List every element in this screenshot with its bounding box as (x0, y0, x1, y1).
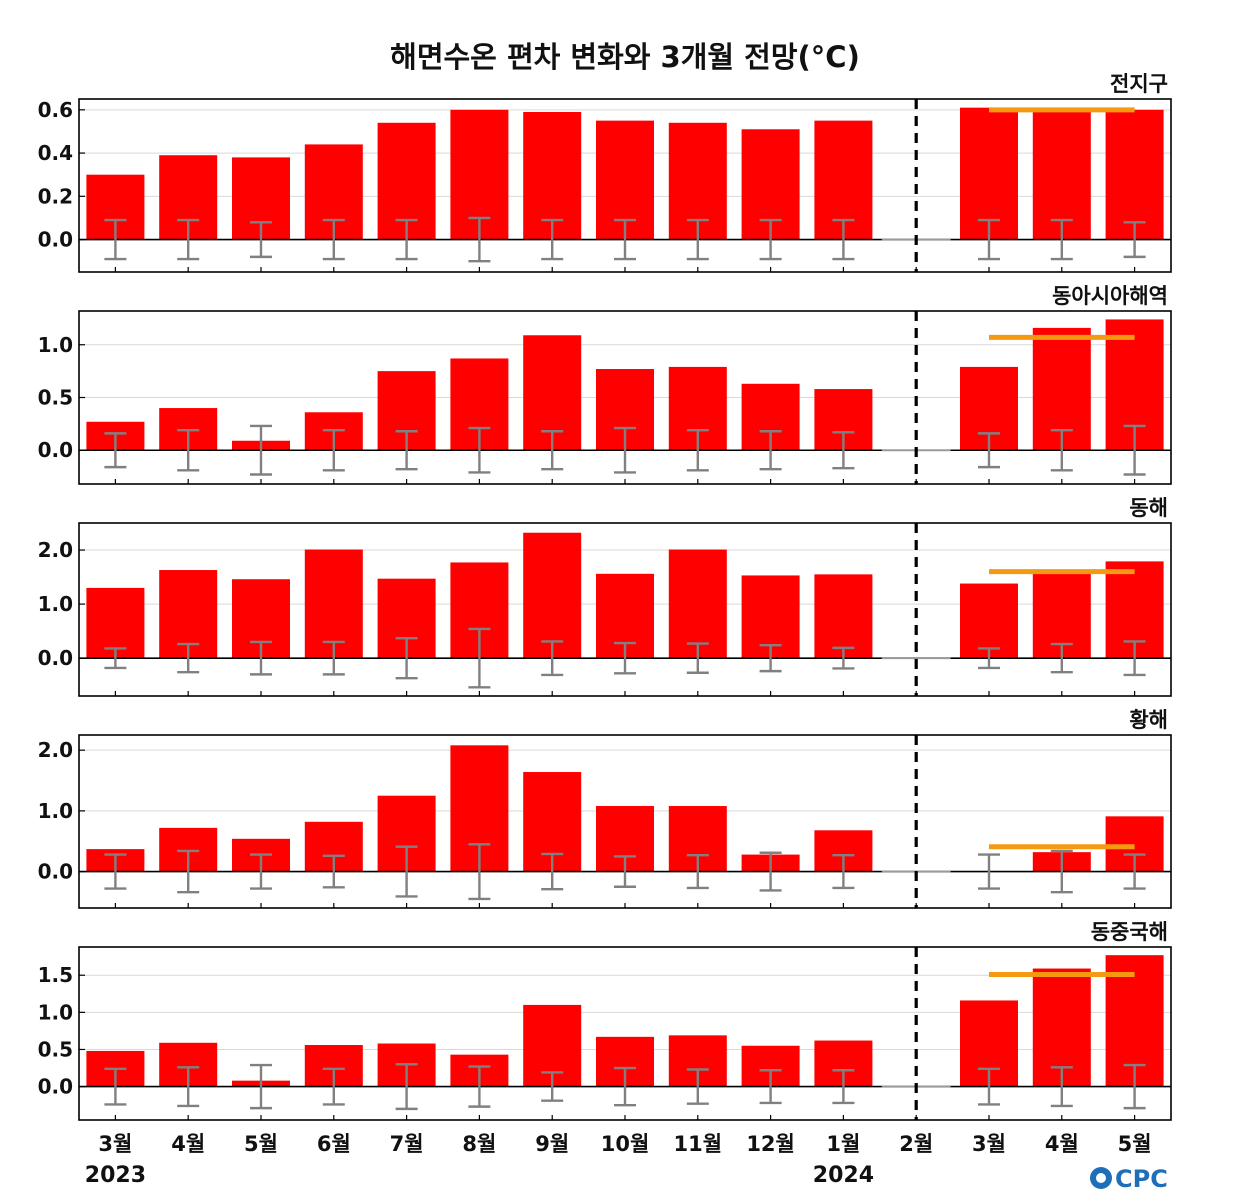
cpc-logo: CPC (1090, 1165, 1168, 1193)
panel-2: 0.0 0.5 1.0 동아시아해역 (38, 284, 1172, 485)
y-tick-label: 0.5 (38, 386, 73, 410)
bar (86, 587, 145, 659)
y-tick-label: 1.5 (38, 963, 73, 987)
x-tick-label: 4월 (171, 1132, 205, 1156)
y-tick-label: 1.0 (38, 1000, 73, 1024)
panel-name: 동해 (1129, 496, 1168, 520)
panel-name: 동아시아해역 (1052, 284, 1168, 308)
x-tick-label: 1월 (826, 1132, 860, 1156)
x-tick-label: 3월 (98, 1132, 132, 1156)
x-tick-label: 9월 (535, 1132, 569, 1156)
bar (1032, 107, 1091, 240)
y-tick-label: 0.0 (38, 646, 73, 670)
y-tick-label: 0.5 (38, 1037, 73, 1061)
year-label: 2023 (85, 1163, 146, 1188)
y-tick-label: 1.0 (38, 592, 73, 616)
y-tick-label: 0.0 (38, 860, 73, 884)
y-tick-label: 0.6 (38, 98, 73, 122)
x-axis-labels: 3월 4월 5월 6월 7월 8월 9월 10월 11월 12월 1월 2월 3월 4월 5월 2023 202… (85, 1132, 1152, 1188)
x-tick-label: 11월 (674, 1132, 723, 1156)
x-tick-label: 7월 (390, 1132, 424, 1156)
y-tick-label: 2.0 (38, 538, 73, 562)
panel-name: 황해 (1129, 708, 1168, 732)
bar (960, 107, 1018, 240)
y-tick-label: 1.0 (38, 333, 73, 357)
y-tick-label: 2.0 (38, 738, 73, 762)
bar (960, 583, 1018, 659)
bar (814, 574, 873, 659)
year-label: 2024 (813, 1163, 874, 1188)
bar (523, 532, 582, 659)
x-tick-label: 3월 (972, 1132, 1006, 1156)
x-tick-label: 4월 (1045, 1132, 1079, 1156)
chart-panels: 0.0 0.2 0.4 0.6 전지구 0.0 0.5 1.0 동아시아해역 0.0 1.0 2.0 동… (38, 72, 1172, 1121)
y-tick-label: 1.0 (38, 799, 73, 823)
panel-name: 동중국해 (1091, 920, 1168, 944)
x-tick-label: 8월 (462, 1132, 496, 1156)
logo-text: CPC (1115, 1165, 1168, 1193)
panel-3: 0.0 1.0 2.0 동해 (38, 496, 1172, 697)
y-tick-label: 0.0 (38, 228, 73, 252)
panel-4: 0.0 1.0 2.0 황해 (38, 708, 1172, 909)
panel-name: 전지구 (1110, 72, 1168, 96)
panel-5: 0.0 0.5 1.0 1.5 동중국해 (38, 920, 1172, 1121)
bar (668, 549, 727, 659)
bar (523, 111, 582, 240)
y-tick-label: 0.0 (38, 438, 73, 462)
chart-title: 해면수온 편차 변화와 3개월 전망(°C) (390, 40, 860, 74)
x-tick-label: 5월 (1118, 1132, 1152, 1156)
y-tick-label: 0.2 (38, 184, 73, 208)
x-tick-label: 12월 (746, 1132, 795, 1156)
bar (304, 549, 363, 659)
logo-circle-inner (1096, 1173, 1106, 1183)
bar (1105, 109, 1164, 240)
panel-1: 0.0 0.2 0.4 0.6 전지구 (38, 72, 1172, 273)
x-tick-label: 2월 (899, 1132, 933, 1156)
y-tick-label: 0.0 (38, 1075, 73, 1099)
y-tick-label: 0.4 (38, 141, 73, 165)
x-tick-label: 6월 (317, 1132, 351, 1156)
x-tick-label: 10월 (601, 1132, 650, 1156)
x-tick-label: 5월 (244, 1132, 278, 1156)
